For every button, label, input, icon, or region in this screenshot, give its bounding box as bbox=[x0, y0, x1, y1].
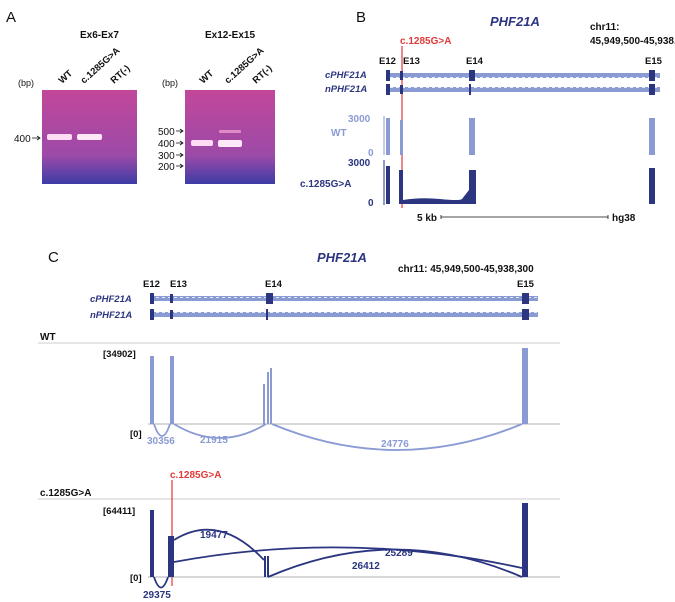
panel-b-track-c bbox=[386, 70, 660, 81]
gel1-unit: (bp) bbox=[18, 78, 34, 88]
panel-b-gene-title: PHF21A bbox=[490, 14, 540, 29]
panel-c-mut-max: [64411] bbox=[103, 506, 135, 517]
gel2-band-mut bbox=[218, 140, 242, 147]
panel-b: B PHF21A chr11: 45,949,500-45,938,500 c.… bbox=[300, 9, 675, 224]
panel-c-track-n bbox=[150, 309, 538, 320]
gel1-lane-rt: RT(-) bbox=[109, 63, 133, 86]
gel2-lane-wt: WT bbox=[198, 68, 216, 86]
gel1-band-mut bbox=[77, 134, 102, 140]
panel-b-transcript-n: nPHF21A bbox=[325, 84, 367, 95]
panel-b-mut-max: 3000 bbox=[348, 158, 371, 169]
panel-c-exon-e14: E14 bbox=[265, 279, 283, 290]
panel-c-mut-junctions bbox=[153, 528, 523, 589]
panel-c-track-c bbox=[150, 293, 538, 304]
panel-c-wt-min: [0] bbox=[130, 429, 142, 440]
panel-b-coords-1: chr11: bbox=[590, 22, 619, 33]
panel-c-exon-e12: E12 bbox=[143, 279, 160, 290]
gel2-title: Ex12-Ex15 bbox=[205, 30, 255, 41]
panel-b-wt-min: 0 bbox=[368, 148, 374, 159]
panel-c-wt-label: WT bbox=[40, 332, 56, 343]
panel-b-mut-min: 0 bbox=[368, 198, 374, 209]
panel-b-mut-coverage bbox=[386, 166, 655, 204]
gel2-marker-500: 500 bbox=[158, 127, 175, 138]
gel2-marker-300: 300 bbox=[158, 151, 175, 162]
gel1-band-wt bbox=[47, 134, 72, 140]
panel-c-transcript-c: cPHF21A bbox=[90, 294, 132, 305]
panel-c-wt-junction-3: 24776 bbox=[381, 439, 409, 450]
gel2-unit: (bp) bbox=[162, 78, 178, 88]
panel-c: C PHF21A chr11: 45,949,500-45,938,300 E1… bbox=[38, 249, 560, 601]
panel-c-wt-junctions bbox=[153, 423, 523, 451]
panel-b-exon-e12: E12 bbox=[379, 56, 396, 67]
panel-c-wt-coverage bbox=[150, 348, 528, 424]
panel-b-transcript-c: cPHF21A bbox=[325, 70, 367, 81]
panel-a-letter: A bbox=[6, 9, 16, 26]
panel-b-exon-e14: E14 bbox=[466, 56, 484, 67]
panel-c-mut-junction-2: 25289 bbox=[385, 548, 413, 559]
gel2-lane-rt: RT(-) bbox=[251, 63, 275, 86]
panel-a: A Ex6-Ex7 (bp) WT c.1285G>A RT(-) 400 Ex… bbox=[6, 9, 275, 184]
gel1-title: Ex6-Ex7 bbox=[80, 30, 119, 41]
gel2-marker-arrows bbox=[176, 128, 184, 169]
panel-c-wt-max: [34902] bbox=[103, 349, 136, 360]
panel-b-mut-label: c.1285G>A bbox=[300, 179, 351, 190]
gel1-marker-arrow bbox=[32, 135, 41, 141]
panel-c-mut-coverage bbox=[150, 503, 528, 577]
gel2-marker-200: 200 bbox=[158, 162, 175, 173]
panel-c-mut-min: [0] bbox=[130, 573, 142, 584]
panel-b-wt-label: WT bbox=[331, 128, 347, 139]
panel-b-assembly: hg38 bbox=[612, 213, 636, 224]
panel-c-wt-junction-1: 30356 bbox=[147, 436, 175, 447]
panel-b-letter: B bbox=[356, 9, 366, 26]
panel-c-mut-junction-3: 26412 bbox=[352, 561, 380, 572]
gel2-marker-400: 400 bbox=[158, 139, 175, 150]
panel-b-exon-e13: E13 bbox=[403, 56, 420, 67]
panel-c-transcript-n: nPHF21A bbox=[90, 310, 132, 321]
panel-c-exon-e13: E13 bbox=[170, 279, 187, 290]
panel-b-wt-max: 3000 bbox=[348, 114, 371, 125]
panel-c-letter: C bbox=[48, 249, 59, 266]
panel-c-variant-label: c.1285G>A bbox=[170, 470, 221, 481]
panel-c-mut-junction-4: 29375 bbox=[143, 590, 171, 601]
gel2-image bbox=[185, 90, 275, 184]
panel-c-mut-label: c.1285G>A bbox=[40, 488, 91, 499]
panel-b-exon-e15: E15 bbox=[645, 56, 663, 67]
panel-c-wt-junction-2: 21915 bbox=[200, 435, 228, 446]
panel-b-coords-2: 45,949,500-45,938,500 bbox=[590, 36, 675, 47]
panel-b-variant-label: c.1285G>A bbox=[400, 36, 451, 47]
panel-b-scale-bar bbox=[440, 215, 609, 219]
gel1-lane-wt: WT bbox=[57, 68, 75, 86]
panel-b-track-n bbox=[386, 84, 660, 95]
panel-c-exon-e15: E15 bbox=[517, 279, 535, 290]
gel2-band-wt bbox=[191, 140, 213, 146]
panel-c-gene-title: PHF21A bbox=[317, 250, 367, 265]
gel1-marker-400: 400 bbox=[14, 134, 31, 145]
panel-b-scale-label: 5 kb bbox=[417, 213, 437, 224]
panel-c-coords: chr11: 45,949,500-45,938,300 bbox=[398, 264, 534, 275]
panel-b-wt-coverage bbox=[386, 118, 655, 155]
panel-c-mut-junction-1: 19477 bbox=[200, 530, 228, 541]
gel2-band-mut-upper bbox=[219, 130, 241, 133]
